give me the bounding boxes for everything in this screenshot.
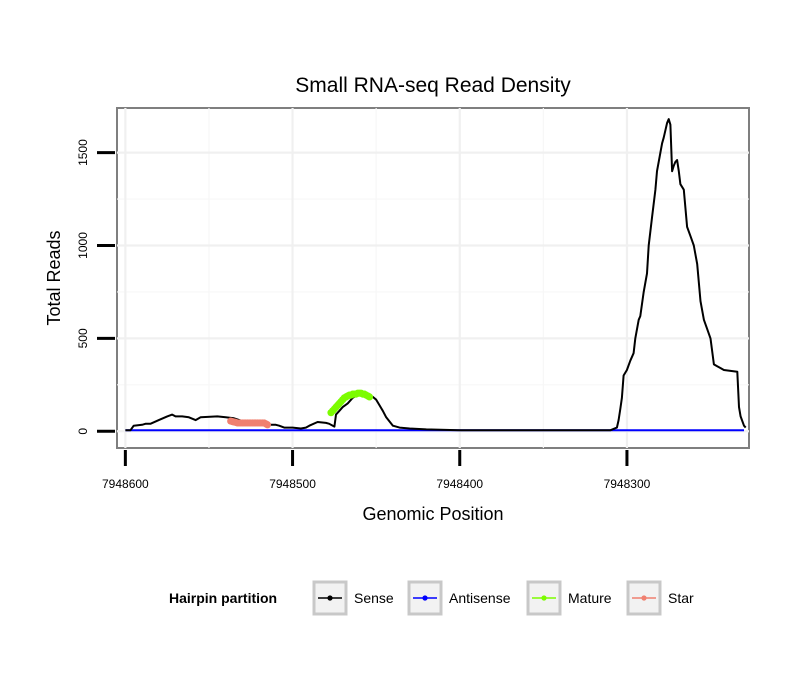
legend-label-mature: Mature [568,590,612,606]
series-layer [125,118,747,432]
chart-title: Small RNA-seq Read Density [295,74,571,97]
y-tick-label: 0 [76,428,90,435]
legend-entry-star: Star [626,580,694,616]
data-point-star [263,421,272,429]
legend-key-point-antisense [422,595,428,601]
legend-entry-mature: Mature [526,580,612,616]
y-tick-label: 500 [76,328,90,348]
y-tick-label: 1500 [76,139,90,166]
y-axis: 0 500 1000 1500 [76,139,115,435]
legend-key-point-star [641,595,647,601]
x-tick-label: 7948600 [102,477,149,491]
legend-title: Hairpin partition [169,590,277,606]
x-axis: 7948600 7948500 7948400 7948300 [102,450,651,491]
minor-gridlines [117,108,749,448]
legend-label-antisense: Antisense [449,590,511,606]
legend: Hairpin partition Sense Antisense Mature… [169,580,694,616]
legend-label-sense: Sense [354,590,394,606]
legend-entry-antisense: Antisense [407,580,511,616]
legend-entry-sense: Sense [312,580,394,616]
x-tick-label: 7948500 [269,477,316,491]
x-tick-label: 7948400 [436,477,483,491]
x-tick-label: 7948300 [604,477,651,491]
plot-panel [116,107,750,449]
legend-label-star: Star [668,590,694,606]
legend-key-point-mature [541,595,547,601]
y-tick-label: 1000 [76,232,90,259]
x-axis-title: Genomic Position [362,504,503,524]
data-point-mature [365,393,374,401]
legend-key-point-sense [327,595,333,601]
y-axis-title: Total Reads [44,230,64,325]
